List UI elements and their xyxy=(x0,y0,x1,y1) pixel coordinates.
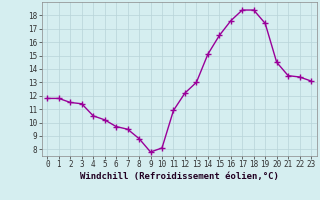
X-axis label: Windchill (Refroidissement éolien,°C): Windchill (Refroidissement éolien,°C) xyxy=(80,172,279,181)
